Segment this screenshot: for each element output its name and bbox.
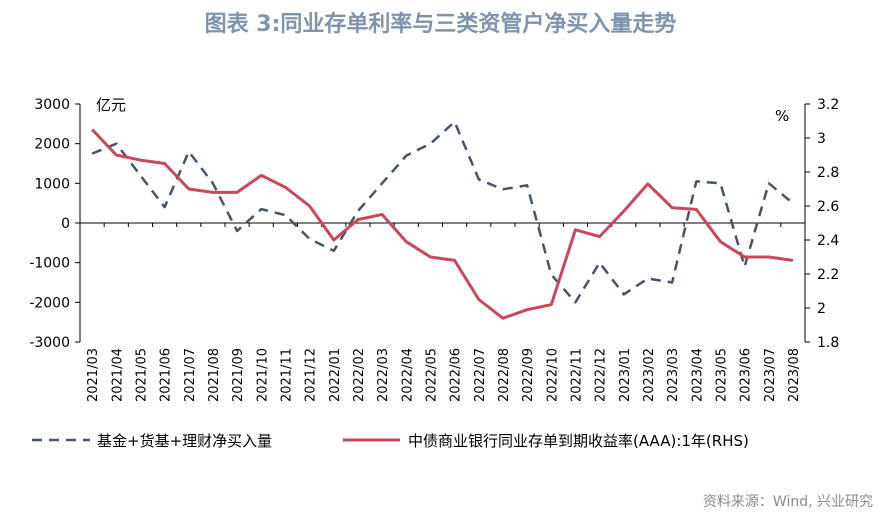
series-line-1 [91,128,794,320]
x-tick-label: 2021/11 [279,348,294,402]
y-left-tick-label: -2000 [29,295,70,311]
legend-label-1: 中债商业银行同业存单到期收益率(AAA):1年(RHS) [408,432,749,450]
x-tick-label: 2023/03 [666,348,681,402]
y-left-tick-label: 0 [61,216,70,232]
source-note: 资料来源：Wind, 兴业研究 [702,494,873,510]
x-tick-label: 2021/09 [231,348,246,402]
x-tick-label: 2022/11 [569,348,584,402]
x-tick-label: 2022/09 [521,348,536,402]
x-tick-label: 2021/04 [110,348,125,402]
x-tick-label: 2022/01 [328,348,343,402]
y-right-tick-label: 2 [817,301,826,317]
x-tick-label: 2022/04 [400,348,415,402]
y-left-tick-label: 1000 [34,176,70,192]
x-tick-label: 2023/02 [642,348,657,402]
left-unit-label: 亿元 [96,96,126,114]
x-tick-label: 2022/03 [376,348,391,402]
y-right-tick-label: 2.8 [817,165,839,181]
series-line-0 [91,120,794,304]
y-right-tick-label: 2.4 [817,233,839,249]
y-right-tick-label: 3.2 [817,97,839,113]
x-tick-label: 2022/07 [473,348,488,402]
y-right-tick-label: 2.6 [817,199,839,215]
y-left-tick-label: 2000 [34,137,70,153]
chart-legend: 基金+货基+理财净买入量 中债商业银行同业存单到期收益率(AAA):1年(RHS) [32,432,749,450]
x-tick-label: 2022/05 [424,348,439,402]
x-tick-label: 2021/08 [207,348,222,402]
x-tick-label: 2023/05 [714,348,729,402]
y-left-tick-label: 3000 [34,97,70,113]
x-tick-label: 2022/06 [449,348,464,402]
x-tick-label: 2023/07 [763,348,778,402]
right-unit-label: % [775,107,789,125]
x-tick-label: 2021/03 [86,348,101,402]
x-tick-labels: 2021/03 2021/04 2021/05 2021/06 2021/07 2021/… [86,348,802,402]
x-tick-label: 2023/01 [618,348,633,402]
y-left-tick-label: -3000 [29,335,70,351]
x-tick-label: 2023/06 [739,348,754,402]
chart-title: 图表 3:同业存单利率与三类资管户净买入量走势 [204,12,677,37]
legend-label-0: 基金+货基+理财净买入量 [97,432,272,450]
x-tick-label: 2021/07 [183,348,198,402]
x-tick-label: 2022/02 [352,348,367,402]
chart-series [91,120,794,320]
x-tick-label: 2022/08 [497,348,512,402]
x-tick-label: 2023/04 [690,348,705,402]
y-right-tick-label: 1.8 [817,335,839,351]
y-left-tick-label: -1000 [29,256,70,272]
x-tick-label: 2021/10 [255,348,270,402]
x-tick-label: 2021/05 [134,348,149,402]
x-tick-label: 2021/12 [304,348,319,402]
chart-axes: 3000 2000 1000 0 -1000 -2000 -3000 3.2 3 2.8 2.6 2.… [29,96,839,351]
x-tick-label: 2022/12 [594,348,609,402]
x-tick-label: 2023/08 [787,348,802,402]
x-tick-label: 2022/10 [545,348,560,402]
y-right-tick-label: 3 [817,131,826,147]
y-right-tick-label: 2.2 [817,267,839,283]
x-tick-label: 2021/06 [159,348,174,402]
